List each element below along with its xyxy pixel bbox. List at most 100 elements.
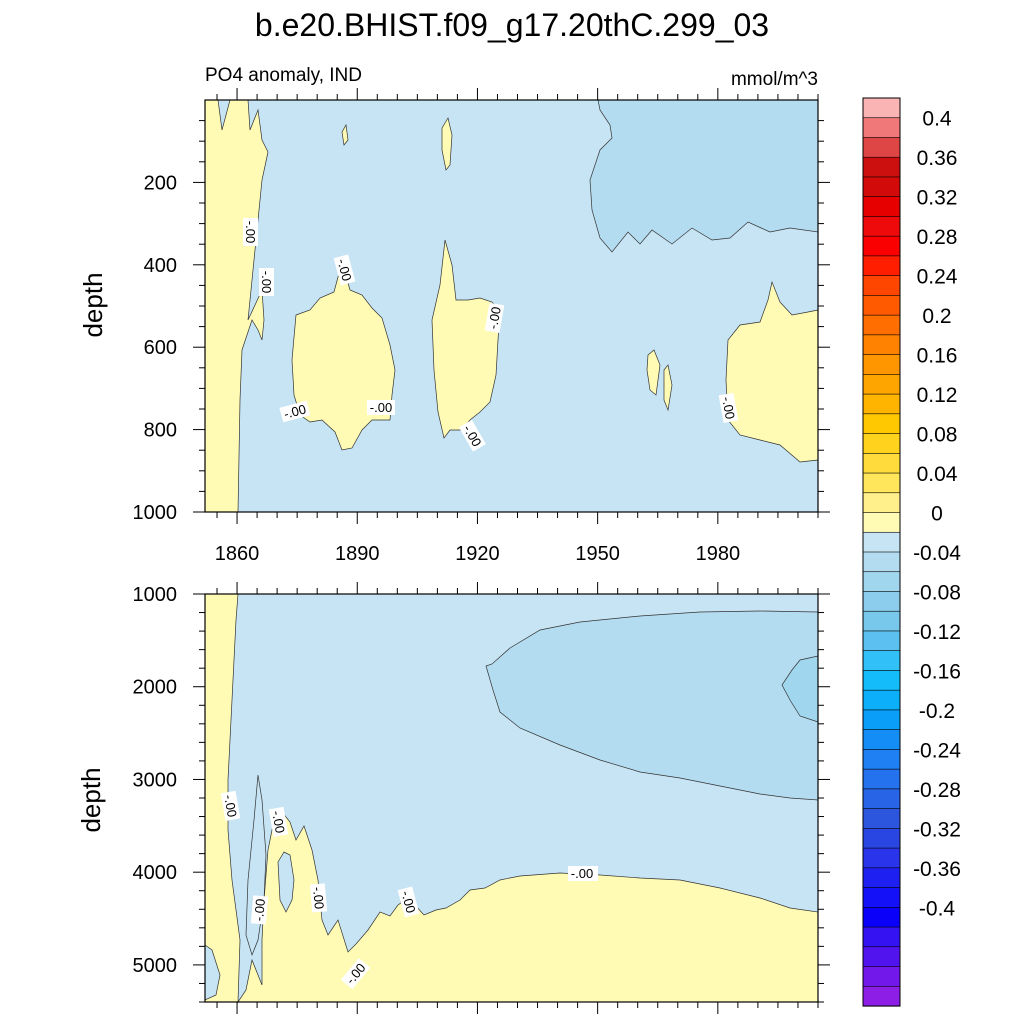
colorbar-label: 0.28 (917, 226, 958, 249)
colorbar-swatch (862, 176, 901, 198)
colorbar-swatch (862, 650, 901, 672)
upper-panel: PO4 anomaly, IND mmol/m^3 -.00 -.00 (78, 65, 830, 565)
colorbar-swatch (862, 492, 901, 514)
contour-label: -.00 (334, 257, 354, 283)
colorbar-swatch (862, 235, 901, 257)
colorbar-swatch (862, 531, 901, 553)
colorbar-swatch (862, 512, 901, 533)
colorbar-swatch (862, 137, 901, 158)
colorbar-label: 0.12 (917, 384, 958, 407)
y-tick-label: 1000 (133, 502, 178, 524)
colorbar-swatch (862, 946, 901, 968)
colorbar-swatch (862, 808, 901, 829)
colorbar-label: -0.2 (919, 700, 955, 723)
contour-label: -.00 (282, 401, 308, 421)
colorbar-swatch (862, 709, 901, 731)
colorbar-swatch (862, 551, 901, 573)
y-tick-label: 600 (144, 337, 177, 359)
colorbar-swatch (862, 433, 901, 454)
y-tick-label: 200 (144, 172, 177, 194)
colorbar-swatch (862, 295, 901, 316)
x-tick-label: 1950 (575, 543, 620, 565)
colorbar-swatch (862, 196, 901, 218)
lower-positive-region (204, 593, 819, 1004)
colorbar-swatch (862, 314, 901, 336)
colorbar-label: -0.36 (913, 858, 961, 881)
contour-label: -.00 (370, 400, 392, 415)
upper-positive-region-small-2 (663, 364, 673, 412)
colorbar-label: -0.12 (913, 621, 961, 644)
colorbar-label: -0.28 (913, 779, 961, 802)
upper-negative-region (589, 99, 819, 253)
y-tick-label: 3000 (133, 769, 178, 791)
upper-positive-region-small-1 (646, 349, 661, 396)
colorbar-label: -0.16 (913, 660, 961, 683)
colorbar-swatch (862, 749, 901, 770)
colorbar-swatch (862, 216, 901, 237)
colorbar-label: 0.24 (917, 266, 958, 289)
lower-negative-pocket-1900 (277, 851, 295, 913)
lower-y-axis-label: depth (76, 767, 106, 832)
colorbar-swatch (862, 689, 901, 711)
colorbar-swatch (862, 610, 901, 632)
colorbar-swatch (862, 571, 901, 593)
left-string: PO4 anomaly, IND (205, 65, 362, 86)
upper-positive-region-1985 (725, 280, 819, 463)
contour-label: -.00 (310, 886, 327, 910)
upper-y-axis-label: depth (78, 272, 108, 337)
colorbar-label: 0.16 (917, 345, 958, 368)
colorbar-frame (862, 97, 901, 1007)
colorbar-swatch (862, 828, 901, 849)
colorbar-label: -0.04 (913, 542, 961, 565)
colorbar-label: 0.4 (922, 108, 952, 131)
lower-negative-lobe (485, 610, 819, 801)
colorbar-label: 0.36 (917, 147, 958, 170)
contour-label: -.00 (398, 889, 418, 915)
colorbar-label: -0.4 (919, 897, 956, 920)
colorbar-swatch (862, 97, 901, 119)
contour-label: -.00 (259, 271, 274, 293)
lower-panel: -.00 -.00 -.00 -.00 -.00 -.00 (76, 582, 830, 1014)
colorbar-swatch (862, 887, 901, 908)
colorbar-label: 0.32 (917, 187, 958, 210)
contour-label: -.00 (269, 810, 288, 835)
x-tick-label: 1860 (215, 543, 260, 565)
x-tick-label: 1980 (696, 543, 741, 565)
colorbar: 0.4 0.36 0.32 0.28 0.24 0.2 0.16 0.12 0.08 0.04 0 -… (862, 97, 961, 1007)
y-tick-label: 4000 (133, 862, 178, 884)
contour-label: -.00 (571, 866, 593, 881)
y-tick-label: 800 (144, 420, 177, 442)
contour-label: -.00 (251, 898, 268, 922)
colorbar-swatch (862, 788, 901, 810)
colorbar-label: -0.32 (913, 818, 961, 841)
contour-label: -.00 (243, 221, 258, 243)
colorbar-label: 0 (931, 503, 943, 526)
upper-positive-region-1915 (431, 239, 501, 439)
y-tick-label: 5000 (133, 955, 178, 977)
chart-title: b.e20.BHIST.f09_g17.20thC.299_03 (255, 7, 769, 43)
colorbar-swatch (862, 255, 901, 277)
colorbar-swatch (862, 117, 901, 139)
lower-negative-core (781, 655, 819, 723)
colorbar-swatch (862, 985, 901, 1007)
colorbar-swatch (862, 926, 901, 948)
colorbar-label: 0.08 (917, 424, 958, 447)
colorbar-swatch (862, 768, 901, 790)
colorbar-swatch (862, 847, 901, 869)
lower-x-ticks (216, 582, 819, 1014)
colorbar-swatch (862, 156, 901, 178)
colorbar-label: 0.04 (917, 463, 958, 486)
upper-positive-region-small-3 (441, 117, 453, 171)
upper-contour-labels: -.00 -.00 -.00 -.00 -.00 -.00 (243, 218, 739, 452)
colorbar-swatch (862, 453, 901, 474)
y-tick-label: 1000 (133, 584, 178, 606)
colorbar-swatch (862, 275, 901, 296)
colorbar-swatch (862, 354, 901, 375)
colorbar-label: -0.08 (913, 581, 961, 604)
colorbar-label: -0.24 (913, 739, 961, 762)
y-tick-label: 400 (144, 255, 177, 277)
colorbar-swatch (862, 670, 901, 691)
colorbar-swatch (862, 393, 901, 415)
colorbar-swatch (862, 966, 901, 987)
